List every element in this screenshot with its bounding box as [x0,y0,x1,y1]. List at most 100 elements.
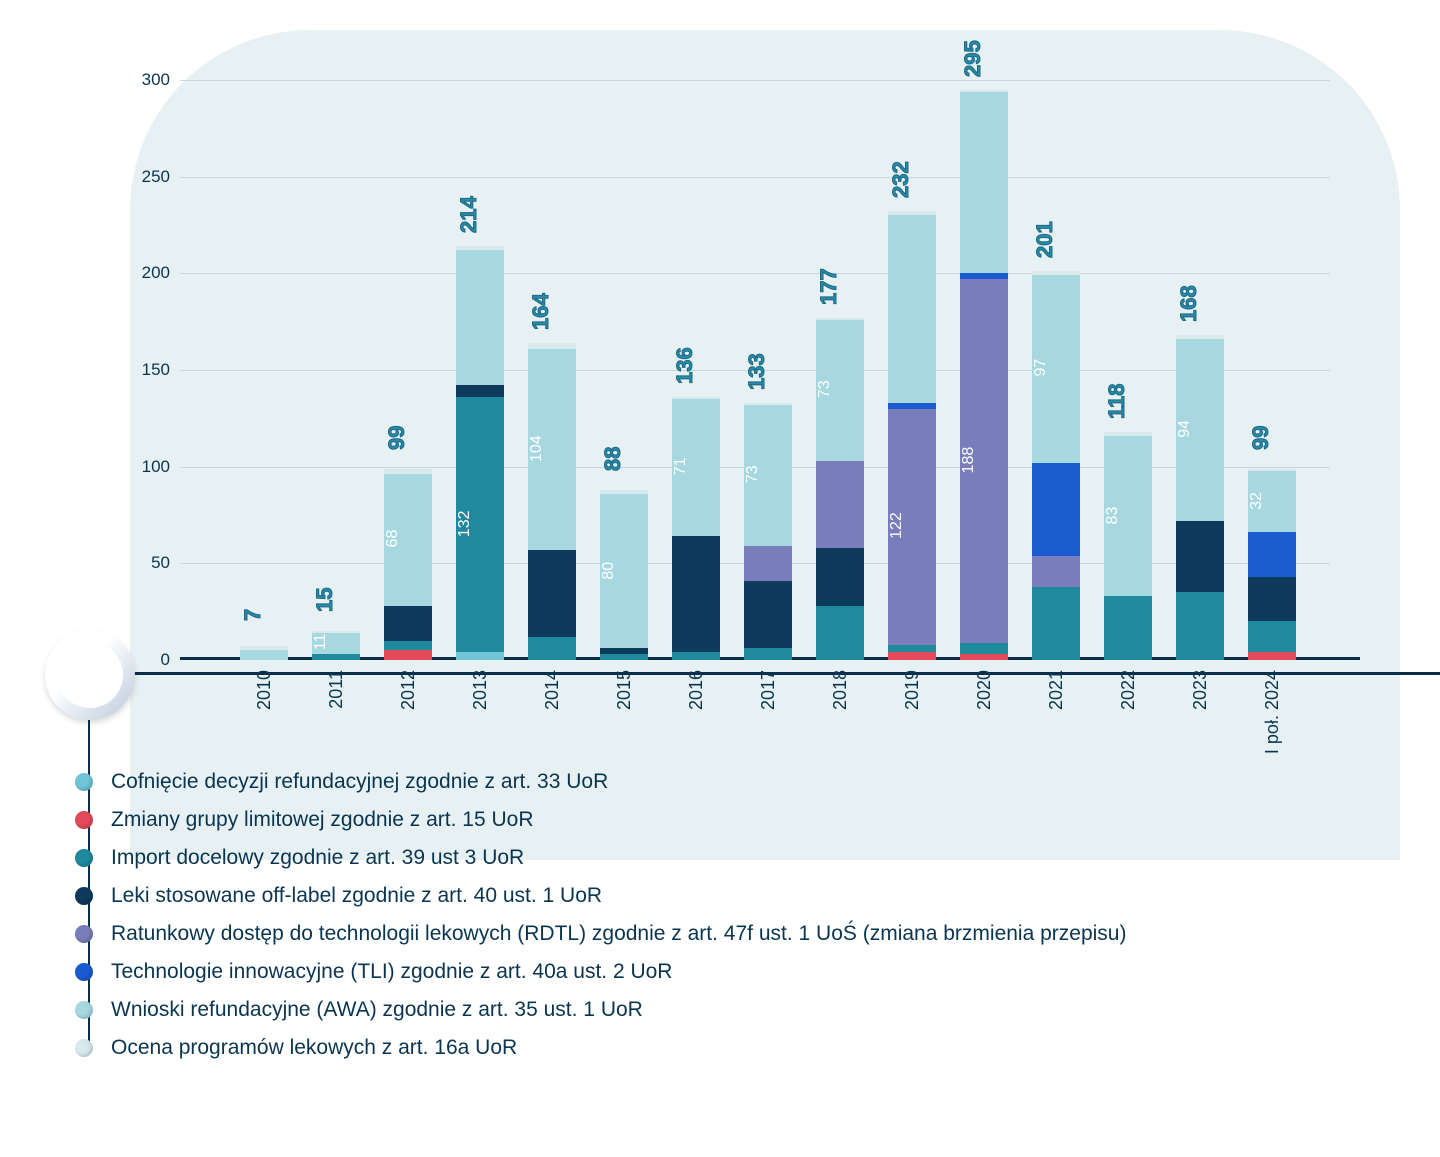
x-tick-label: 2014 [542,670,563,710]
bar-total-label: 295 [960,34,1008,84]
x-tick-label: 2023 [1190,670,1211,710]
bar-segment [1104,432,1152,436]
bar-segment [816,548,864,606]
segment-value-label: 80 [600,496,648,645]
bar-segment: 104 [528,349,576,550]
decor-circle [45,630,135,720]
bar-total-label: 88 [600,434,648,484]
bar-segment: 32 [1248,471,1296,533]
legend: Cofnięcie decyzji refundacyjnej zgodnie … [75,770,1126,1074]
bar-segment [960,90,1008,92]
x-tick-label: 2010 [254,670,275,710]
bar-segment [528,343,576,349]
legend-swatch [75,773,93,791]
bar-total-label: 7 [240,590,288,640]
bar-segment: 68 [384,474,432,605]
y-tick-label: 50 [120,553,170,573]
segment-value-label: 188 [960,281,1008,638]
legend-label: Zmiany grupy limitowej zgodnie z art. 15… [111,808,534,832]
bar-total-label: 133 [744,347,792,397]
bar-segment: 132 [456,397,504,652]
legend-swatch [75,811,93,829]
legend-swatch [75,887,93,905]
legend-label: Technologie innowacyjne (TLI) zgodnie z … [111,960,672,984]
legend-item: Ocena programów lekowych z art. 16a UoR [75,1036,1126,1060]
bar-segment [672,397,720,399]
segment-value-label: 68 [384,476,432,601]
segment-value-label: 73 [816,322,864,457]
bar-segment: 80 [600,494,648,649]
legend-label: Ocena programów lekowych z art. 16a UoR [111,1036,517,1060]
x-tick-label: 2017 [758,670,779,710]
bar-segment [384,650,432,660]
legend-swatch [75,849,93,867]
bar-total-label: 168 [1176,279,1224,329]
bar-segment [1176,335,1224,339]
x-tick-label: 2013 [470,670,491,710]
bar-segment: 122 [888,409,936,645]
x-tick-label: 2022 [1118,670,1139,710]
bar-segment [960,273,1008,279]
bar-total-label: 99 [1248,413,1296,463]
chart-plot-area: 050100150200250300 711156899132214104164… [180,80,1330,660]
bar-total-label: 136 [672,341,720,391]
legend-label: Wnioski refundacyjne (AWA) zgodnie z art… [111,998,643,1022]
legend-label: Import docelowy zgodnie z art. 39 ust 3 … [111,846,524,870]
bar-segment [528,550,576,637]
segment-value-label: 73 [744,407,792,542]
segment-value-label: 11 [312,635,360,650]
bar-segment: 73 [816,320,864,461]
bar-segment [1104,596,1152,660]
legend-item: Wnioski refundacyjne (AWA) zgodnie z art… [75,998,1126,1022]
bar-total-label: 118 [1104,376,1152,426]
bars-container: 7111568991322141041648088711367313373177… [180,80,1330,660]
bar-segment [1032,271,1080,275]
legend-item: Cofnięcie decyzji refundacyjnej zgodnie … [75,770,1126,794]
bar-segment [888,403,936,409]
legend-item: Ratunkowy dostęp do technologii lekowych… [75,922,1126,946]
bar-total-label: 214 [456,190,504,240]
x-tick-label: I poł. 2024 [1262,670,1283,754]
bar-segment [384,469,432,475]
legend-label: Leki stosowane off-label zgodnie z art. … [111,884,602,908]
bar-segment [888,652,936,660]
bar-segment [1032,556,1080,587]
x-tick-label: 2011 [326,670,347,709]
bar-segment [960,654,1008,660]
y-tick-label: 250 [120,167,170,187]
bar-total-label: 177 [816,262,864,312]
bar-segment: 71 [672,399,720,536]
bar-segment [744,546,792,581]
y-tick-label: 200 [120,263,170,283]
x-tick-label: 2019 [902,670,923,710]
bar-segment: 11 [312,633,360,654]
x-tick-label: 2021 [1046,670,1067,710]
bar-segment [816,318,864,320]
legend-item: Zmiany grupy limitowej zgodnie z art. 15… [75,808,1126,832]
y-tick-label: 150 [120,360,170,380]
bar-segment: 83 [1104,436,1152,596]
bar-segment [744,403,792,405]
bar-segment: 73 [744,405,792,546]
legend-label: Ratunkowy dostęp do technologii lekowych… [111,922,1126,946]
bar-segment [456,246,504,250]
bar-segment: 188 [960,279,1008,642]
legend-swatch [75,925,93,943]
bar-segment [672,536,720,652]
bar-segment [384,606,432,641]
legend-item: Technologie innowacyjne (TLI) zgodnie z … [75,960,1126,984]
bar-segment [1032,587,1080,660]
y-tick-label: 300 [120,70,170,90]
segment-value-label: 122 [888,411,936,641]
bar-segment: 94 [1176,339,1224,521]
bar-total-label: 232 [888,155,936,205]
bar-segment [888,211,936,215]
bar-segment [1248,532,1296,576]
bar-segment [600,654,648,660]
segment-value-label: 71 [672,401,720,532]
bar-segment [456,385,504,397]
x-tick-label: 2012 [398,670,419,710]
bar-segment [960,643,1008,655]
bar-segment [888,645,936,653]
bar-segment [456,250,504,385]
